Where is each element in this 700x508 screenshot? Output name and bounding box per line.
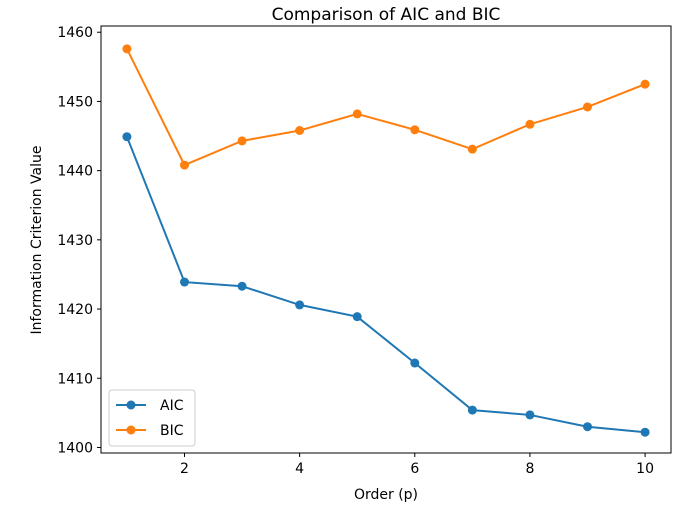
bic-point — [352, 109, 362, 119]
aic-point — [467, 405, 477, 415]
aic-point — [237, 281, 247, 291]
y-tick-label: 1450 — [57, 94, 93, 110]
bic-point — [237, 136, 247, 146]
bic-point — [525, 119, 535, 129]
x-tick-label: 6 — [410, 461, 419, 477]
aic-point — [525, 410, 535, 420]
y-axis-label: Information Criterion Value — [29, 146, 45, 335]
legend: AIC BIC — [108, 389, 196, 447]
x-tick-label: 4 — [295, 461, 304, 477]
bic-point — [467, 144, 477, 154]
y-tick-label: 1410 — [57, 371, 93, 387]
aic-point — [640, 427, 650, 437]
y-tick-label: 1400 — [57, 440, 93, 456]
chart-title: Comparison of AIC and BIC — [272, 5, 501, 25]
y-tick-label: 1430 — [57, 233, 93, 249]
aic-point — [295, 300, 305, 310]
bic-point — [410, 125, 420, 135]
y-axis: 1400 1410 1420 1430 1440 1450 1460 — [57, 25, 101, 456]
legend-aic-label: AIC — [160, 398, 184, 414]
aic-point — [583, 422, 593, 432]
legend-aic-marker — [126, 400, 136, 410]
bic-point — [583, 102, 593, 112]
bic-point — [640, 79, 650, 89]
x-tick-label: 8 — [525, 461, 534, 477]
aic-series-line — [125, 136, 646, 434]
y-tick-label: 1440 — [57, 164, 93, 180]
aic-point — [410, 358, 420, 368]
x-axis-label: Order (p) — [354, 487, 418, 503]
x-tick-label: 2 — [180, 461, 189, 477]
legend-bic-marker — [126, 425, 136, 435]
aic-point — [122, 132, 132, 142]
y-tick-label: 1460 — [57, 25, 93, 41]
aic-point — [352, 312, 362, 322]
series-layer — [122, 44, 650, 437]
x-axis: 2 4 6 8 10 — [180, 453, 654, 477]
x-tick-label: 10 — [636, 461, 654, 477]
bic-point — [295, 126, 305, 136]
bic-series-line — [126, 48, 646, 167]
plot-frame — [100, 25, 672, 454]
y-tick-label: 1420 — [57, 302, 93, 318]
plot-area — [100, 25, 672, 454]
aic-point — [179, 277, 189, 287]
legend-bic-label: BIC — [160, 423, 184, 439]
bic-point — [179, 160, 189, 170]
bic-point — [122, 44, 132, 54]
